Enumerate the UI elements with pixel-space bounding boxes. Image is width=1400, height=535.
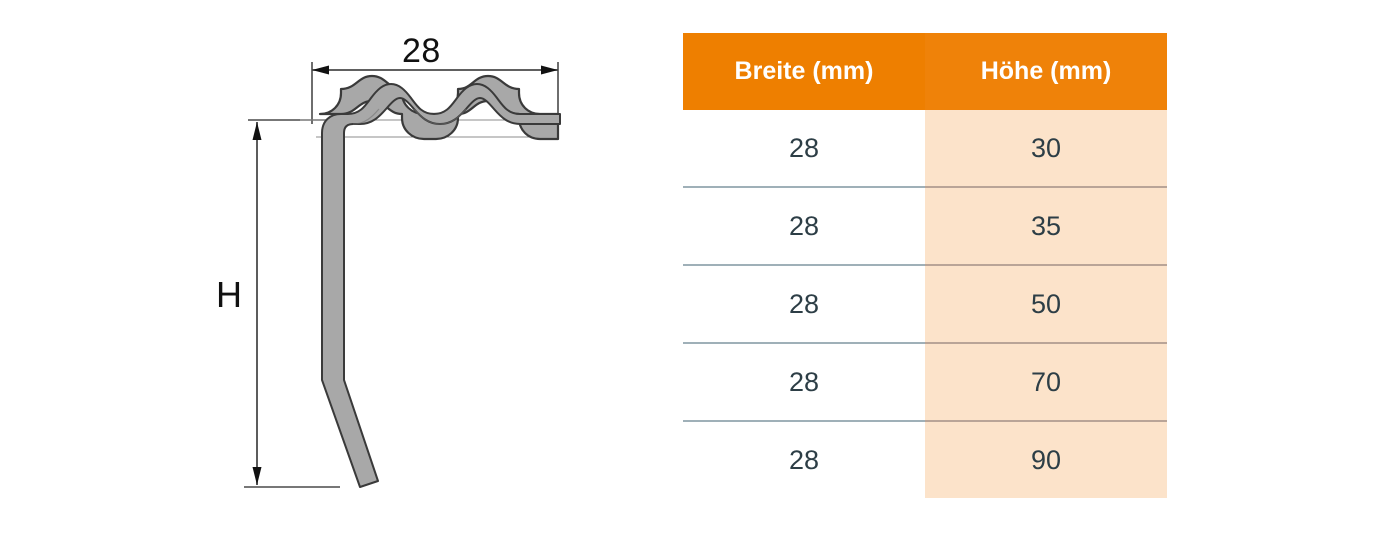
profile-groove-shading (352, 108, 467, 125)
dimension-extension-lines (244, 62, 559, 488)
table-row: 28 70 (683, 342, 1167, 421)
table-row: 28 90 (683, 420, 1167, 498)
table-header-row: Breite (mm) Höhe (mm) (683, 33, 1167, 110)
cell-hoehe: 35 (925, 186, 1167, 265)
table-body: 28 30 28 35 28 50 28 70 28 90 (683, 110, 1167, 498)
height-arrow-top (252, 122, 262, 140)
cell-breite: 28 (683, 110, 925, 187)
table-row: 28 30 (683, 110, 1167, 187)
height-arrow-bottom (252, 467, 262, 485)
profile-body (318, 74, 560, 141)
cell-hoehe: 90 (925, 420, 1167, 498)
width-dimension-line (312, 65, 558, 75)
column-header-hoehe: Höhe (mm) (925, 33, 1167, 110)
width-arrow-left (312, 65, 329, 75)
technical-drawing-panel: 28 H (0, 0, 660, 535)
table-row: 28 35 (683, 186, 1167, 265)
cell-hoehe: 50 (925, 264, 1167, 343)
cell-breite: 28 (683, 186, 925, 265)
width-dimension-label: 28 (402, 32, 441, 70)
cell-hoehe: 70 (925, 342, 1167, 421)
dimension-table: Breite (mm) Höhe (mm) 28 30 28 35 28 50 28 70 28… (683, 33, 1167, 498)
width-arrow-right (541, 65, 558, 75)
height-dimension-line (252, 122, 262, 485)
cell-breite: 28 (683, 264, 925, 343)
cell-hoehe: 30 (925, 110, 1167, 187)
height-dimension-label: H (216, 274, 243, 315)
table-row: 28 50 (683, 264, 1167, 343)
cell-breite: 28 (683, 420, 925, 498)
column-header-breite: Breite (mm) (683, 33, 925, 110)
stair-nosing-profile-drawing (244, 62, 561, 488)
cell-breite: 28 (683, 342, 925, 421)
profile-outline-band (321, 83, 561, 488)
